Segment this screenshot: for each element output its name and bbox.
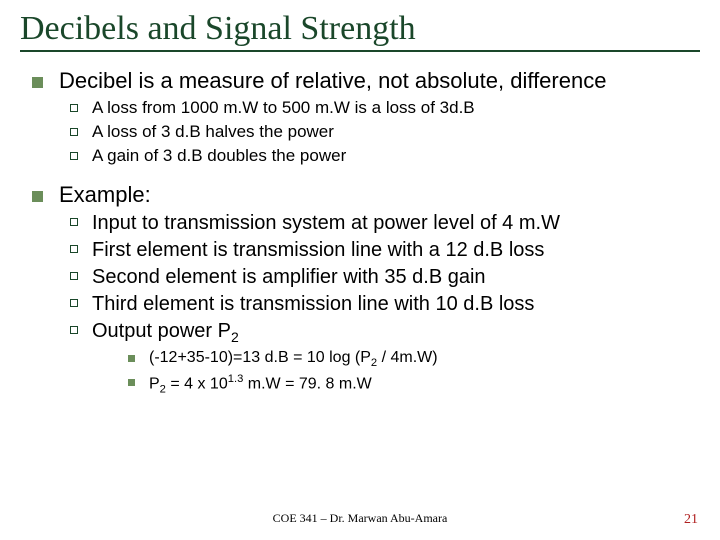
square-filled-icon <box>32 191 43 202</box>
square-outline-icon <box>70 104 78 112</box>
square-filled-icon <box>32 77 43 88</box>
bullet-text: Third element is transmission line with … <box>92 293 534 316</box>
bullet-level1: Example: <box>32 182 700 208</box>
bullet-level2: A gain of 3 d.B doubles the power <box>70 146 700 166</box>
bullet-text: First element is transmission line with … <box>92 239 544 262</box>
bullet-level3: (-12+35-10)=13 d.B = 10 log (P2 / 4m.W) <box>128 349 700 369</box>
bullet-level1: Decibel is a measure of relative, not ab… <box>32 68 700 94</box>
bullet-text: Example: <box>59 182 151 208</box>
square-filled-icon <box>128 355 135 362</box>
square-outline-icon <box>70 128 78 136</box>
bullet-level2: First element is transmission line with … <box>70 239 700 262</box>
bullet-level2: Output power P2 <box>70 320 700 345</box>
bullet-text: (-12+35-10)=13 d.B = 10 log (P2 / 4m.W) <box>149 349 438 369</box>
square-outline-icon <box>70 299 78 307</box>
footer-text: COE 341 – Dr. Marwan Abu-Amara <box>0 511 720 526</box>
bullet-level2: Third element is transmission line with … <box>70 293 700 316</box>
square-outline-icon <box>70 326 78 334</box>
title-underline <box>20 50 700 52</box>
bullet-text: A gain of 3 d.B doubles the power <box>92 146 346 166</box>
bullet-text: A loss from 1000 m.W to 500 m.W is a los… <box>92 98 475 118</box>
bullet-level2: Second element is amplifier with 35 d.B … <box>70 266 700 289</box>
slide: Decibels and Signal Strength Decibel is … <box>0 0 720 540</box>
bullet-level3: P2 = 4 x 101.3 m.W = 79. 8 m.W <box>128 373 700 396</box>
bullet-text: Output power P2 <box>92 320 239 345</box>
square-outline-icon <box>70 245 78 253</box>
square-outline-icon <box>70 272 78 280</box>
square-outline-icon <box>70 152 78 160</box>
bullet-text: Decibel is a measure of relative, not ab… <box>59 68 606 94</box>
bullet-text: Input to transmission system at power le… <box>92 212 560 235</box>
bullet-text: A loss of 3 d.B halves the power <box>92 122 334 142</box>
square-outline-icon <box>70 218 78 226</box>
square-filled-icon <box>128 379 135 386</box>
bullet-level2: Input to transmission system at power le… <box>70 212 700 235</box>
slide-title: Decibels and Signal Strength <box>20 10 700 48</box>
bullet-level2: A loss from 1000 m.W to 500 m.W is a los… <box>70 98 700 118</box>
bullet-text: Second element is amplifier with 35 d.B … <box>92 266 486 289</box>
bullet-text: P2 = 4 x 101.3 m.W = 79. 8 m.W <box>149 373 372 396</box>
bullet-level2: A loss of 3 d.B halves the power <box>70 122 700 142</box>
page-number: 21 <box>684 512 698 528</box>
